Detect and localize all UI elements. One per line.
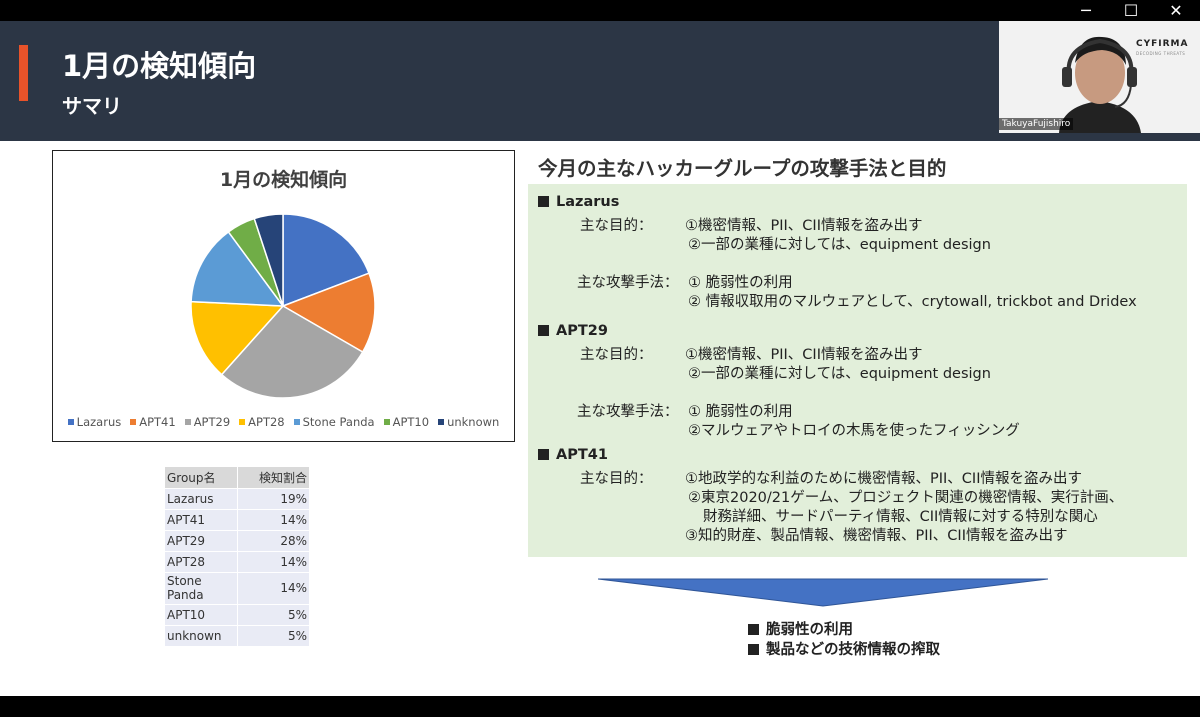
cell-group: APT10 — [165, 604, 238, 626]
detection-ratio-table: Group名 検知割合 Lazarus 19% APT41 14% APT29 … — [165, 467, 309, 647]
column-header-ratio: 検知割合 — [237, 467, 309, 489]
cell-ratio: 19% — [237, 488, 309, 510]
purpose-item: ③知的財産、製品情報、機密情報、PII、CII情報を盗み出す — [685, 528, 1068, 544]
cell-group: APT41 — [165, 509, 238, 531]
summary-bullet: 製品などの技術情報の搾取 — [748, 638, 940, 659]
maximize-button[interactable]: ☐ — [1108, 0, 1154, 21]
method-label: 主な攻撃手法： — [577, 404, 679, 420]
purpose-label: 主な目的： — [580, 347, 653, 363]
legend-swatch — [239, 419, 246, 425]
pie-slice-stone-panda — [190, 230, 285, 307]
legend-swatch — [130, 419, 137, 425]
legend-item: unknown — [438, 415, 499, 429]
pie-chart — [190, 213, 376, 399]
legend-swatch — [293, 419, 300, 425]
legend-item: Lazarus — [67, 415, 122, 429]
cell-ratio: 14% — [237, 551, 309, 573]
cell-group: APT28 — [165, 551, 238, 573]
summary-bullet: 脆弱性の利用 — [748, 618, 853, 639]
group-heading-apt29: APT29 — [538, 323, 608, 339]
table-row: unknown 5% — [165, 625, 309, 647]
minimize-icon: ─ — [1081, 1, 1091, 20]
slide-subtitle: サマリ — [62, 94, 122, 118]
cell-ratio: 5% — [237, 625, 309, 647]
participant-silhouette — [999, 21, 1200, 133]
group-heading-apt41: APT41 — [538, 447, 608, 463]
purpose-item: ②一部の業種に対しては、equipment design — [688, 237, 991, 253]
company-logo-tagline: DECODING THREATS — [1136, 51, 1186, 56]
table-row: APT29 28% — [165, 530, 309, 552]
header-accent-bar — [19, 45, 28, 101]
table-row: APT41 14% — [165, 509, 309, 531]
method-item: ② 情報収取用のマルウェアとして、crytowall, trickbot and… — [688, 294, 1137, 310]
legend-label: APT28 — [248, 415, 285, 429]
legend-item: Stone Panda — [293, 415, 375, 429]
pie-slice-apt29 — [220, 305, 364, 399]
legend-label: Lazarus — [76, 415, 122, 429]
cell-ratio: 28% — [237, 530, 309, 552]
pie-chart-container: 1月の検知傾向 Lazarus APT41 APT29 APT28 Stone Pand… — [52, 150, 515, 442]
presentation-slide: 1月の検知傾向 サマリ CYFIRMA DECODING THREATS Tak… — [0, 21, 1200, 696]
method-item: ②マルウェアやトロイの木馬を使ったフィッシング — [688, 423, 1020, 439]
close-button[interactable]: ✕ — [1153, 0, 1199, 21]
legend-item: APT28 — [239, 415, 285, 429]
method-item: ① 脆弱性の利用 — [688, 404, 793, 420]
cell-group: unknown — [165, 625, 238, 647]
cell-ratio: 14% — [237, 572, 309, 605]
column-header-group: Group名 — [165, 467, 238, 489]
purpose-item: ①地政学的な利益のために機密情報、PII、CII情報を盗み出す — [685, 471, 1082, 487]
legend-swatch — [67, 419, 74, 425]
cell-ratio: 5% — [237, 604, 309, 626]
table-row: APT10 5% — [165, 604, 309, 626]
cell-group: Stone Panda — [165, 572, 238, 605]
participant-video-tile[interactable]: CYFIRMA DECODING THREATS TakuyaFujishiro — [999, 21, 1200, 133]
cell-ratio: 14% — [237, 509, 309, 531]
purpose-item: ①機密情報、PII、CII情報を盗み出す — [685, 347, 923, 363]
hacker-group-panel: Lazarus 主な目的： ①機密情報、PII、CII情報を盗み出す ②一部の業… — [528, 184, 1187, 557]
pie-slice-apt28 — [190, 300, 285, 376]
legend-swatch — [184, 419, 191, 425]
close-icon: ✕ — [1169, 1, 1183, 20]
window-titlebar: ─ ☐ ✕ — [0, 0, 1200, 21]
cell-group: Lazarus — [165, 488, 238, 510]
pie-slice-unknown — [253, 213, 284, 307]
maximize-icon: ☐ — [1123, 1, 1139, 20]
purpose-label: 主な目的： — [580, 471, 653, 487]
down-arrow-icon — [598, 578, 1048, 607]
pie-slice-lazarus — [282, 213, 370, 308]
legend-label: unknown — [447, 415, 500, 429]
panel-title: 今月の主なハッカーグループの攻撃手法と目的 — [538, 157, 947, 180]
minimize-button[interactable]: ─ — [1063, 0, 1109, 21]
purpose-item: ②一部の業種に対しては、equipment design — [688, 366, 991, 382]
method-label: 主な攻撃手法： — [577, 275, 679, 291]
pie-slice-apt41 — [281, 272, 376, 354]
legend-label: APT29 — [193, 415, 231, 429]
group-heading-lazarus: Lazarus — [538, 194, 619, 210]
table-row: Lazarus 19% — [165, 488, 309, 510]
table-row: APT28 14% — [165, 551, 309, 573]
slide-title: 1月の検知傾向 — [62, 49, 257, 83]
purpose-label: 主な目的： — [580, 218, 653, 234]
company-logo-text: CYFIRMA — [1136, 39, 1189, 49]
chart-title: 1月の検知傾向 — [219, 169, 348, 191]
legend-item: APT10 — [383, 415, 430, 429]
legend-swatch — [438, 419, 445, 425]
chart-legend: Lazarus APT41 APT29 APT28 Stone Panda APT10 un… — [53, 415, 514, 429]
participant-name: TakuyaFujishiro — [999, 118, 1074, 130]
cell-group: APT29 — [165, 530, 238, 552]
legend-label: APT10 — [392, 415, 430, 429]
legend-label: APT41 — [139, 415, 176, 429]
legend-label: Stone Panda — [302, 415, 375, 429]
method-item: ① 脆弱性の利用 — [688, 275, 793, 291]
table-header-row: Group名 検知割合 — [165, 467, 309, 489]
purpose-item-continued: 財務詳細、サードパーティ情報、CII情報に対する特別な関心 — [703, 509, 1098, 525]
legend-item: APT41 — [130, 415, 176, 429]
bottom-bar — [0, 696, 1200, 717]
legend-swatch — [383, 419, 390, 425]
purpose-item: ②東京2020/21ゲーム、プロジェクト関連の機密情報、実行計画、 — [688, 490, 1124, 506]
table-row: Stone Panda 14% — [165, 572, 309, 605]
purpose-item: ①機密情報、PII、CII情報を盗み出す — [685, 218, 923, 234]
legend-item: APT29 — [184, 415, 231, 429]
